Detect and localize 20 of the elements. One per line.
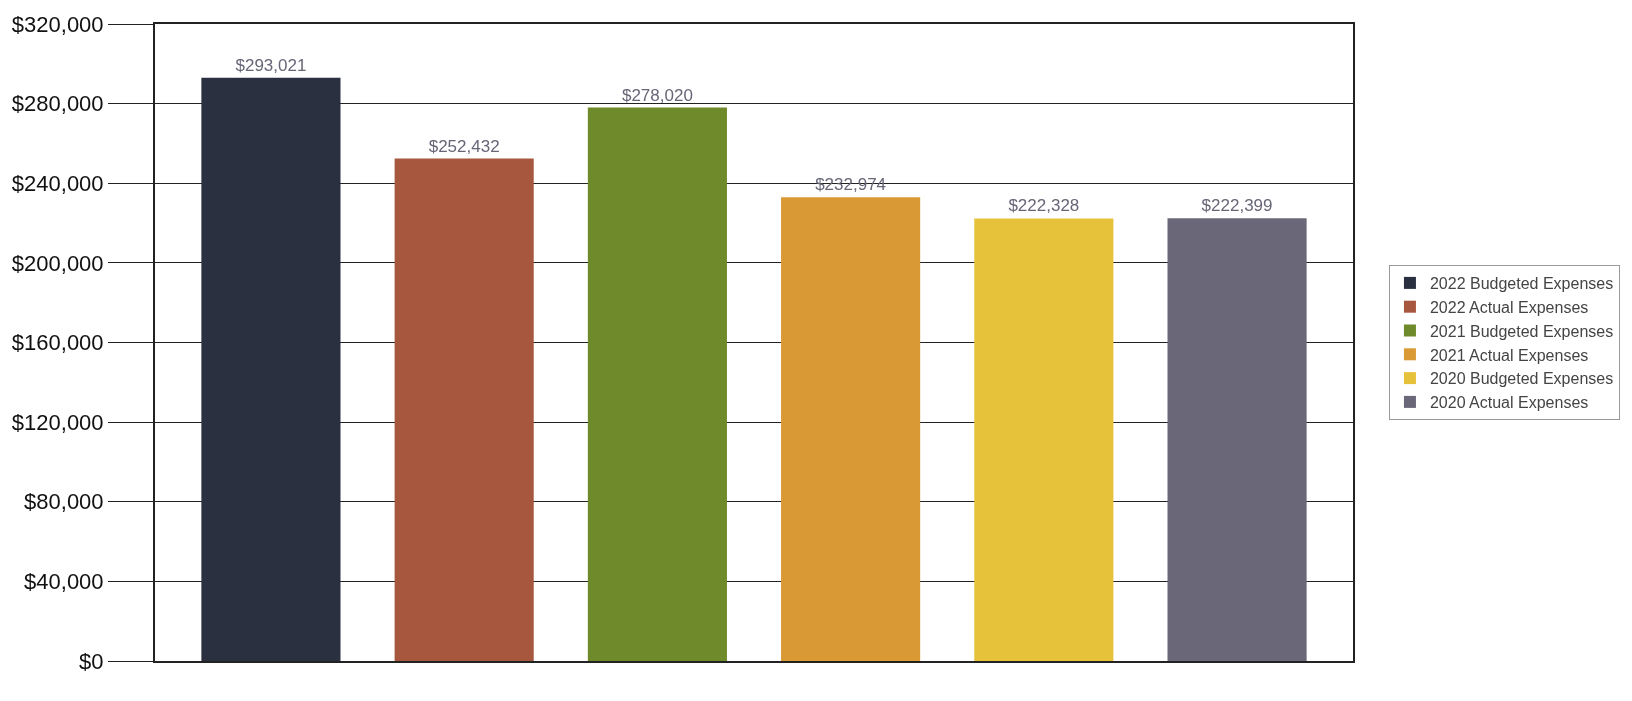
data-label: $252,432 xyxy=(428,136,500,156)
legend-label: 2022 Budgeted Expenses xyxy=(1429,275,1614,293)
y-tick-label: $120,000 xyxy=(11,409,104,435)
y-tick-label: $200,000 xyxy=(11,250,104,276)
data-label: $222,328 xyxy=(1008,196,1080,216)
legend-label: 2020 Budgeted Expenses xyxy=(1429,370,1614,388)
legend-label: 2022 Actual Expenses xyxy=(1429,298,1589,316)
y-tick-label: $160,000 xyxy=(11,330,104,356)
y-tick-label: $280,000 xyxy=(11,91,104,117)
legend-label: 2021 Budgeted Expenses xyxy=(1429,322,1614,340)
data-label: $293,021 xyxy=(235,55,307,75)
legend-label: 2021 Actual Expenses xyxy=(1429,346,1589,364)
y-tick-label: $40,000 xyxy=(24,569,104,595)
data-label: $278,020 xyxy=(621,85,693,105)
y-tick-label: $0 xyxy=(79,648,104,674)
y-tick-label: $320,000 xyxy=(11,11,104,37)
y-tick-label: $80,000 xyxy=(24,489,104,515)
y-tick-label: $240,000 xyxy=(11,170,104,196)
data-label: $222,399 xyxy=(1201,196,1273,216)
legend-label: 2020 Actual Expenses xyxy=(1429,394,1589,412)
